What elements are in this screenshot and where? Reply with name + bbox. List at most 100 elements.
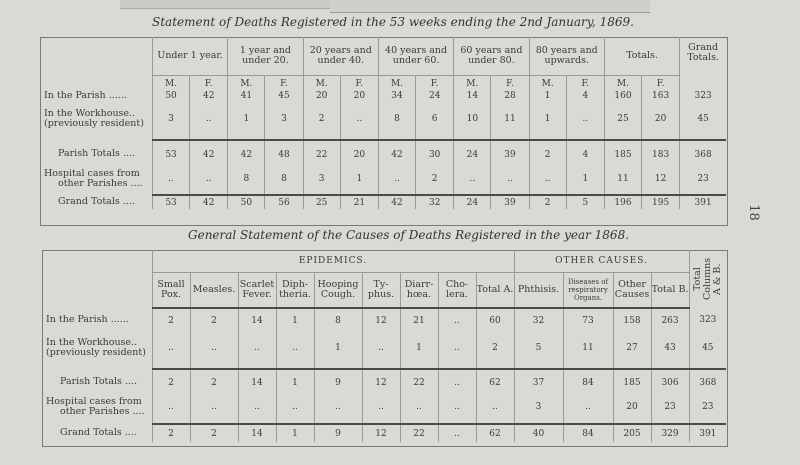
- separator: [453, 190, 491, 196]
- value-cell: 25: [302, 195, 341, 209]
- value-cell: 1: [339, 168, 379, 190]
- value-cell: 60: [475, 308, 515, 332]
- value-cell: 37: [513, 369, 564, 395]
- separator: [513, 364, 564, 370]
- value-cell: 39: [490, 140, 530, 168]
- separator: [528, 135, 567, 141]
- sex-header: M.: [603, 75, 642, 89]
- value-cell: 42: [377, 195, 416, 209]
- value-cell: 23: [679, 168, 726, 190]
- column-header: Small Pox.: [151, 272, 190, 309]
- value-cell: ..: [437, 332, 476, 364]
- value-cell: 50: [151, 89, 190, 103]
- row-label: Hospital cases from other Parishes ....: [42, 395, 152, 419]
- table-row: In the Parish ...... 2 2 14 1 8 12 21.. 60 32 73 15…: [42, 308, 727, 332]
- value-cell: 20: [641, 103, 680, 135]
- value-cell: 32: [513, 308, 564, 332]
- value-cell: 30: [415, 140, 454, 168]
- value-cell: ..: [275, 332, 314, 364]
- value-cell: 32: [415, 195, 454, 209]
- table-row: Grand Totals .... 53 42 50 56 25 21 42 32 24 39 2 5 1…: [40, 195, 726, 209]
- value-cell: 21: [399, 308, 438, 332]
- value-cell: ..: [151, 332, 190, 364]
- value-cell: 3: [302, 168, 341, 190]
- value-cell: 20: [612, 395, 652, 419]
- separator: [603, 135, 642, 141]
- value-cell: 1: [399, 332, 438, 364]
- value-cell: 34: [377, 89, 416, 103]
- group-header: 40 years and under 60.: [377, 37, 454, 76]
- row-label-line1: In the Parish ......: [44, 90, 127, 101]
- column-header: Phthisis.: [513, 272, 564, 309]
- row-label-line2: (previously resident): [46, 347, 146, 358]
- value-cell: ..: [237, 332, 276, 364]
- column-header: Cho- lera.: [437, 272, 476, 309]
- total-columns-header: Total Columns A & B.: [688, 250, 727, 308]
- separator: [415, 190, 454, 196]
- page-edge: [120, 0, 330, 9]
- sex-header: F.: [641, 75, 680, 89]
- value-cell: 39: [490, 195, 530, 209]
- sex-header: M.: [151, 75, 190, 89]
- separator: [641, 135, 680, 141]
- separator: [679, 135, 726, 141]
- column-header: Other Causes: [612, 272, 652, 309]
- value-cell: 12: [641, 168, 680, 190]
- value-cell: 41: [227, 89, 265, 103]
- value-cell: 62: [475, 369, 515, 395]
- row-label: In the Parish ......: [42, 308, 152, 332]
- row-label-line1: Grand Totals ....: [58, 196, 135, 207]
- table1: Under 1 year. 1 year and under 20. 20 year…: [40, 37, 726, 209]
- value-cell: 1: [313, 332, 362, 364]
- separator: [189, 135, 228, 141]
- value-cell: 28: [490, 89, 530, 103]
- separator: [612, 364, 652, 370]
- sex-header: F.: [189, 75, 228, 89]
- value-cell: 56: [264, 195, 304, 209]
- value-cell: 1: [528, 103, 567, 135]
- separator: [679, 190, 726, 196]
- group-header: Under 1 year.: [151, 37, 228, 76]
- value-cell: 205: [612, 424, 652, 442]
- value-cell: 10: [453, 103, 491, 135]
- value-cell: 8: [227, 168, 265, 190]
- separator: [612, 419, 652, 425]
- value-cell: 9: [313, 369, 362, 395]
- value-cell: 22: [302, 140, 341, 168]
- table-row: In the Workhouse.. (previously resident).…: [42, 332, 727, 364]
- value-cell: 48: [264, 140, 304, 168]
- value-cell: 42: [227, 140, 265, 168]
- separator: [189, 419, 238, 425]
- value-cell: 12: [361, 424, 400, 442]
- sex-header: F.: [339, 75, 379, 89]
- value-cell: 21: [339, 195, 379, 209]
- column-header: Hooping Cough.: [313, 272, 362, 309]
- value-cell: 4: [565, 140, 605, 168]
- value-cell: 12: [361, 369, 400, 395]
- separator: [151, 364, 190, 370]
- column-header: Diarr- hœa.: [399, 272, 438, 309]
- separator: [189, 364, 238, 370]
- value-cell: 2: [151, 369, 190, 395]
- value-cell: 4: [565, 89, 605, 103]
- value-cell: 14: [237, 369, 276, 395]
- value-cell: 14: [453, 89, 491, 103]
- separator: [227, 135, 265, 141]
- column-header: Measles.: [189, 272, 238, 309]
- separator: [475, 364, 515, 370]
- row-label: Grand Totals ....: [40, 195, 152, 209]
- sex-header: M.: [528, 75, 567, 89]
- table2: EPIDEMICS. OTHER CAUSES. Total Columns A &…: [42, 250, 727, 442]
- value-cell: 1: [528, 89, 567, 103]
- value-cell: ..: [437, 395, 476, 419]
- group-header-epidemics: EPIDEMICS.: [151, 250, 515, 273]
- row-label-line1: Hospital cases from: [44, 168, 140, 179]
- value-cell: 183: [641, 140, 680, 168]
- page-number: 18: [745, 204, 761, 221]
- value-cell: ..: [490, 168, 530, 190]
- column-header: Ty- phus.: [361, 272, 400, 309]
- row-label: Parish Totals ....: [42, 369, 152, 395]
- value-cell: ..: [528, 168, 567, 190]
- value-cell: 2: [189, 369, 238, 395]
- separator: [437, 419, 476, 425]
